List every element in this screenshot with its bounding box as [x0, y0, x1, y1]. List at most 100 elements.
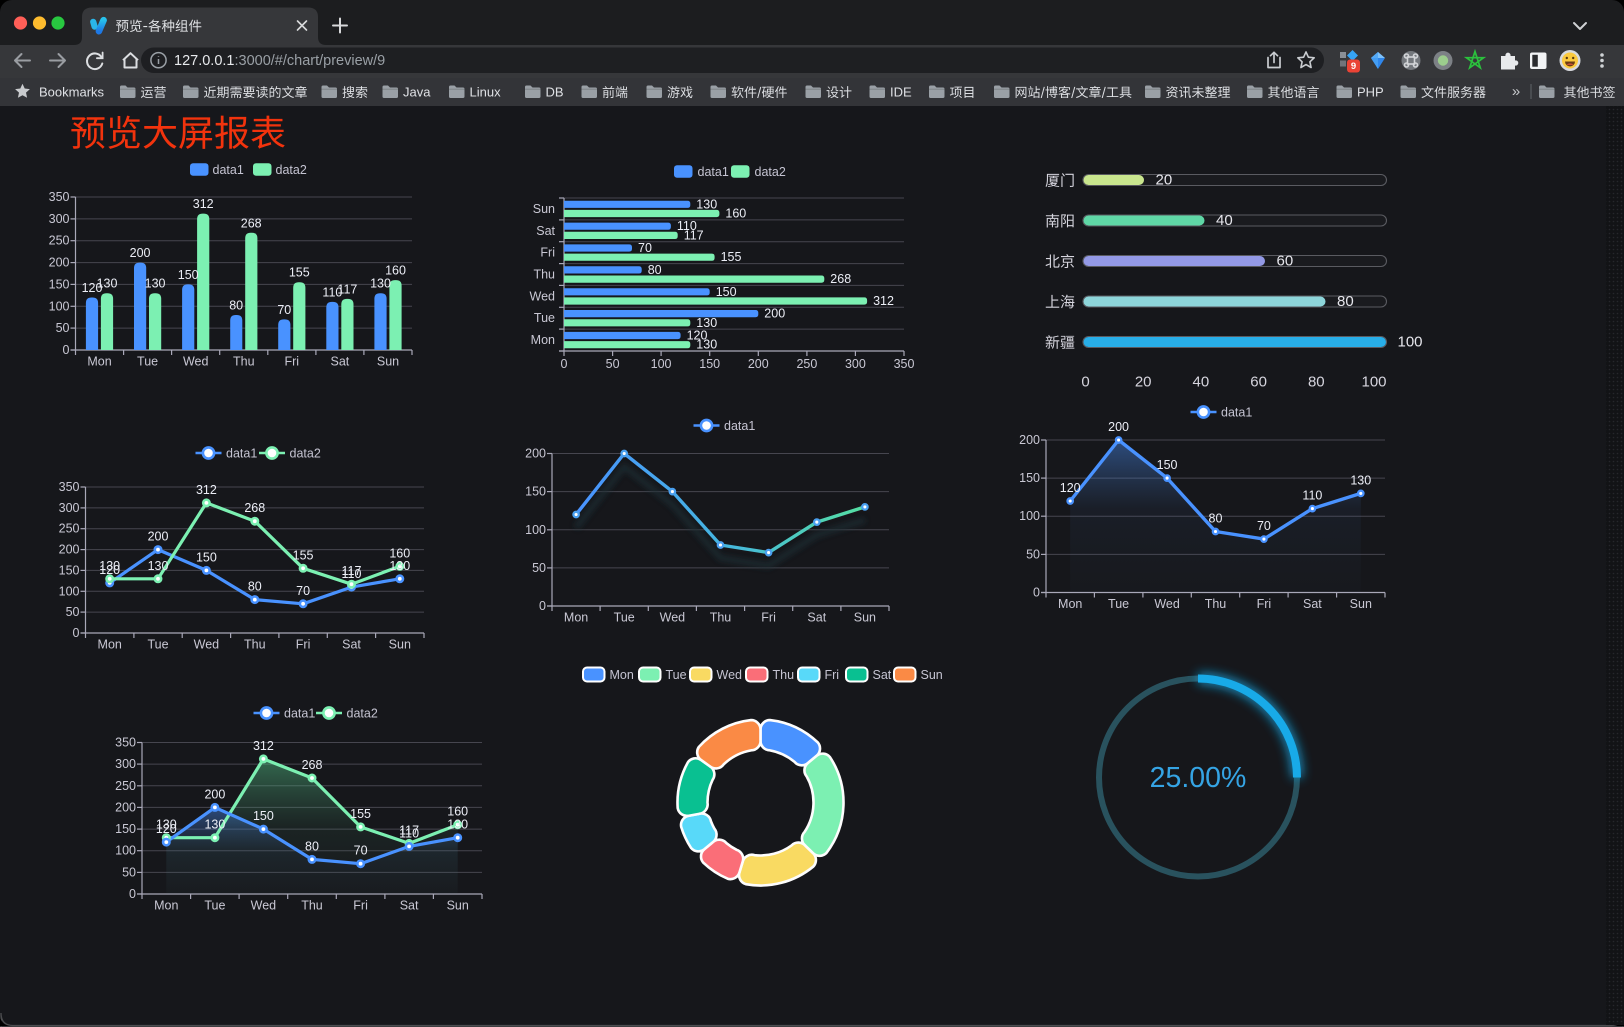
svg-text:40: 40 — [1193, 374, 1210, 391]
svg-text:Tue: Tue — [1108, 597, 1129, 611]
svg-text:250: 250 — [115, 779, 136, 793]
svg-text:Thu: Thu — [244, 638, 266, 652]
svg-text:Fri: Fri — [825, 668, 840, 682]
svg-text:Fri: Fri — [353, 899, 368, 913]
svg-text:150: 150 — [49, 277, 70, 291]
svg-text:Fri: Fri — [296, 638, 311, 652]
svg-text:Sat: Sat — [807, 611, 826, 625]
svg-text:60: 60 — [1277, 253, 1294, 270]
svg-text:130: 130 — [696, 316, 717, 330]
svg-text:130: 130 — [696, 197, 717, 211]
svg-text:0: 0 — [73, 626, 80, 640]
svg-text:0: 0 — [1081, 374, 1089, 391]
svg-text:Wed: Wed — [183, 355, 209, 369]
svg-text:Wed: Wed — [194, 638, 220, 652]
svg-text:data1: data1 — [213, 163, 244, 177]
svg-text:120: 120 — [156, 822, 177, 836]
svg-text:80: 80 — [1308, 374, 1325, 391]
svg-text:20: 20 — [1156, 172, 1173, 189]
svg-text:Fri: Fri — [285, 355, 300, 369]
svg-text:268: 268 — [830, 272, 851, 286]
svg-text:Tue: Tue — [614, 611, 635, 625]
svg-text:40: 40 — [1216, 212, 1233, 229]
svg-text:data1: data1 — [284, 707, 315, 721]
svg-text:250: 250 — [59, 522, 80, 536]
svg-text:70: 70 — [638, 241, 652, 255]
svg-text:200: 200 — [148, 530, 169, 544]
svg-text:200: 200 — [49, 256, 70, 270]
svg-text:data2: data2 — [276, 163, 307, 177]
svg-text:70: 70 — [354, 844, 368, 858]
svg-text:Mon: Mon — [564, 611, 588, 625]
svg-text:70: 70 — [1257, 519, 1271, 533]
svg-text:50: 50 — [1026, 547, 1040, 561]
svg-text:150: 150 — [699, 357, 720, 371]
svg-text:110: 110 — [677, 219, 697, 233]
svg-text:Mon: Mon — [610, 668, 634, 682]
svg-text:data1: data1 — [724, 419, 755, 433]
svg-text:130: 130 — [1350, 473, 1371, 487]
svg-text:Wed: Wed — [660, 611, 686, 625]
svg-text:100: 100 — [115, 844, 136, 858]
svg-text:200: 200 — [59, 543, 80, 557]
svg-text:200: 200 — [1019, 433, 1040, 447]
svg-text:Thu: Thu — [710, 611, 732, 625]
svg-text:PHP: PHP — [1357, 85, 1384, 100]
svg-text:312: 312 — [253, 739, 274, 753]
svg-text:0: 0 — [539, 599, 546, 613]
svg-text:117: 117 — [337, 282, 357, 296]
svg-text:117: 117 — [342, 564, 362, 578]
svg-text:130: 130 — [696, 338, 717, 352]
svg-text:Sun: Sun — [1350, 597, 1372, 611]
svg-text:110: 110 — [399, 826, 419, 840]
svg-text:110: 110 — [322, 285, 342, 299]
svg-text:Fri: Fri — [540, 246, 555, 260]
svg-text:Sat: Sat — [1303, 597, 1322, 611]
svg-text:Tue: Tue — [666, 668, 687, 682]
svg-text:130: 130 — [204, 818, 225, 832]
svg-text:Thu: Thu — [773, 668, 795, 682]
svg-text:130: 130 — [447, 818, 468, 832]
svg-text:312: 312 — [196, 483, 217, 497]
svg-text:268: 268 — [302, 758, 323, 772]
svg-text:Sun: Sun — [447, 899, 469, 913]
svg-text:300: 300 — [59, 501, 80, 515]
svg-text:100: 100 — [49, 299, 70, 313]
svg-text:150: 150 — [196, 550, 217, 564]
svg-text:300: 300 — [115, 757, 136, 771]
svg-text:155: 155 — [293, 548, 314, 562]
svg-text:100: 100 — [651, 357, 672, 371]
svg-text:120: 120 — [687, 329, 708, 343]
svg-text:Wed: Wed — [251, 899, 277, 913]
svg-text:0: 0 — [1033, 586, 1040, 600]
svg-text:Thu: Thu — [301, 899, 323, 913]
svg-text:Bookmarks: Bookmarks — [39, 85, 105, 100]
svg-text:Sun: Sun — [389, 638, 411, 652]
svg-text:25.00%: 25.00% — [1150, 762, 1247, 794]
svg-text:200: 200 — [764, 307, 785, 321]
svg-text:Sat: Sat — [536, 224, 555, 238]
svg-text:150: 150 — [525, 485, 546, 499]
svg-text:130: 130 — [370, 277, 391, 291]
svg-text:80: 80 — [1209, 512, 1223, 526]
svg-text:100: 100 — [1398, 334, 1423, 351]
svg-text:50: 50 — [66, 605, 80, 619]
svg-text:Tue: Tue — [204, 899, 225, 913]
svg-text:Sun: Sun — [921, 668, 943, 682]
svg-text:Mon: Mon — [531, 333, 555, 347]
svg-text:155: 155 — [721, 250, 742, 264]
svg-text:50: 50 — [606, 357, 620, 371]
svg-text:9: 9 — [1351, 61, 1356, 72]
svg-text:160: 160 — [389, 546, 410, 560]
svg-text:200: 200 — [525, 447, 546, 461]
svg-text:155: 155 — [350, 807, 371, 821]
svg-text:Mon: Mon — [87, 355, 111, 369]
svg-text:160: 160 — [447, 805, 468, 819]
svg-text:60: 60 — [1250, 374, 1267, 391]
svg-text:Sun: Sun — [533, 202, 555, 216]
svg-text:312: 312 — [193, 197, 214, 211]
svg-text:250: 250 — [49, 234, 70, 248]
svg-text:350: 350 — [115, 736, 136, 750]
svg-text:data1: data1 — [698, 165, 729, 179]
svg-text:150: 150 — [115, 822, 136, 836]
